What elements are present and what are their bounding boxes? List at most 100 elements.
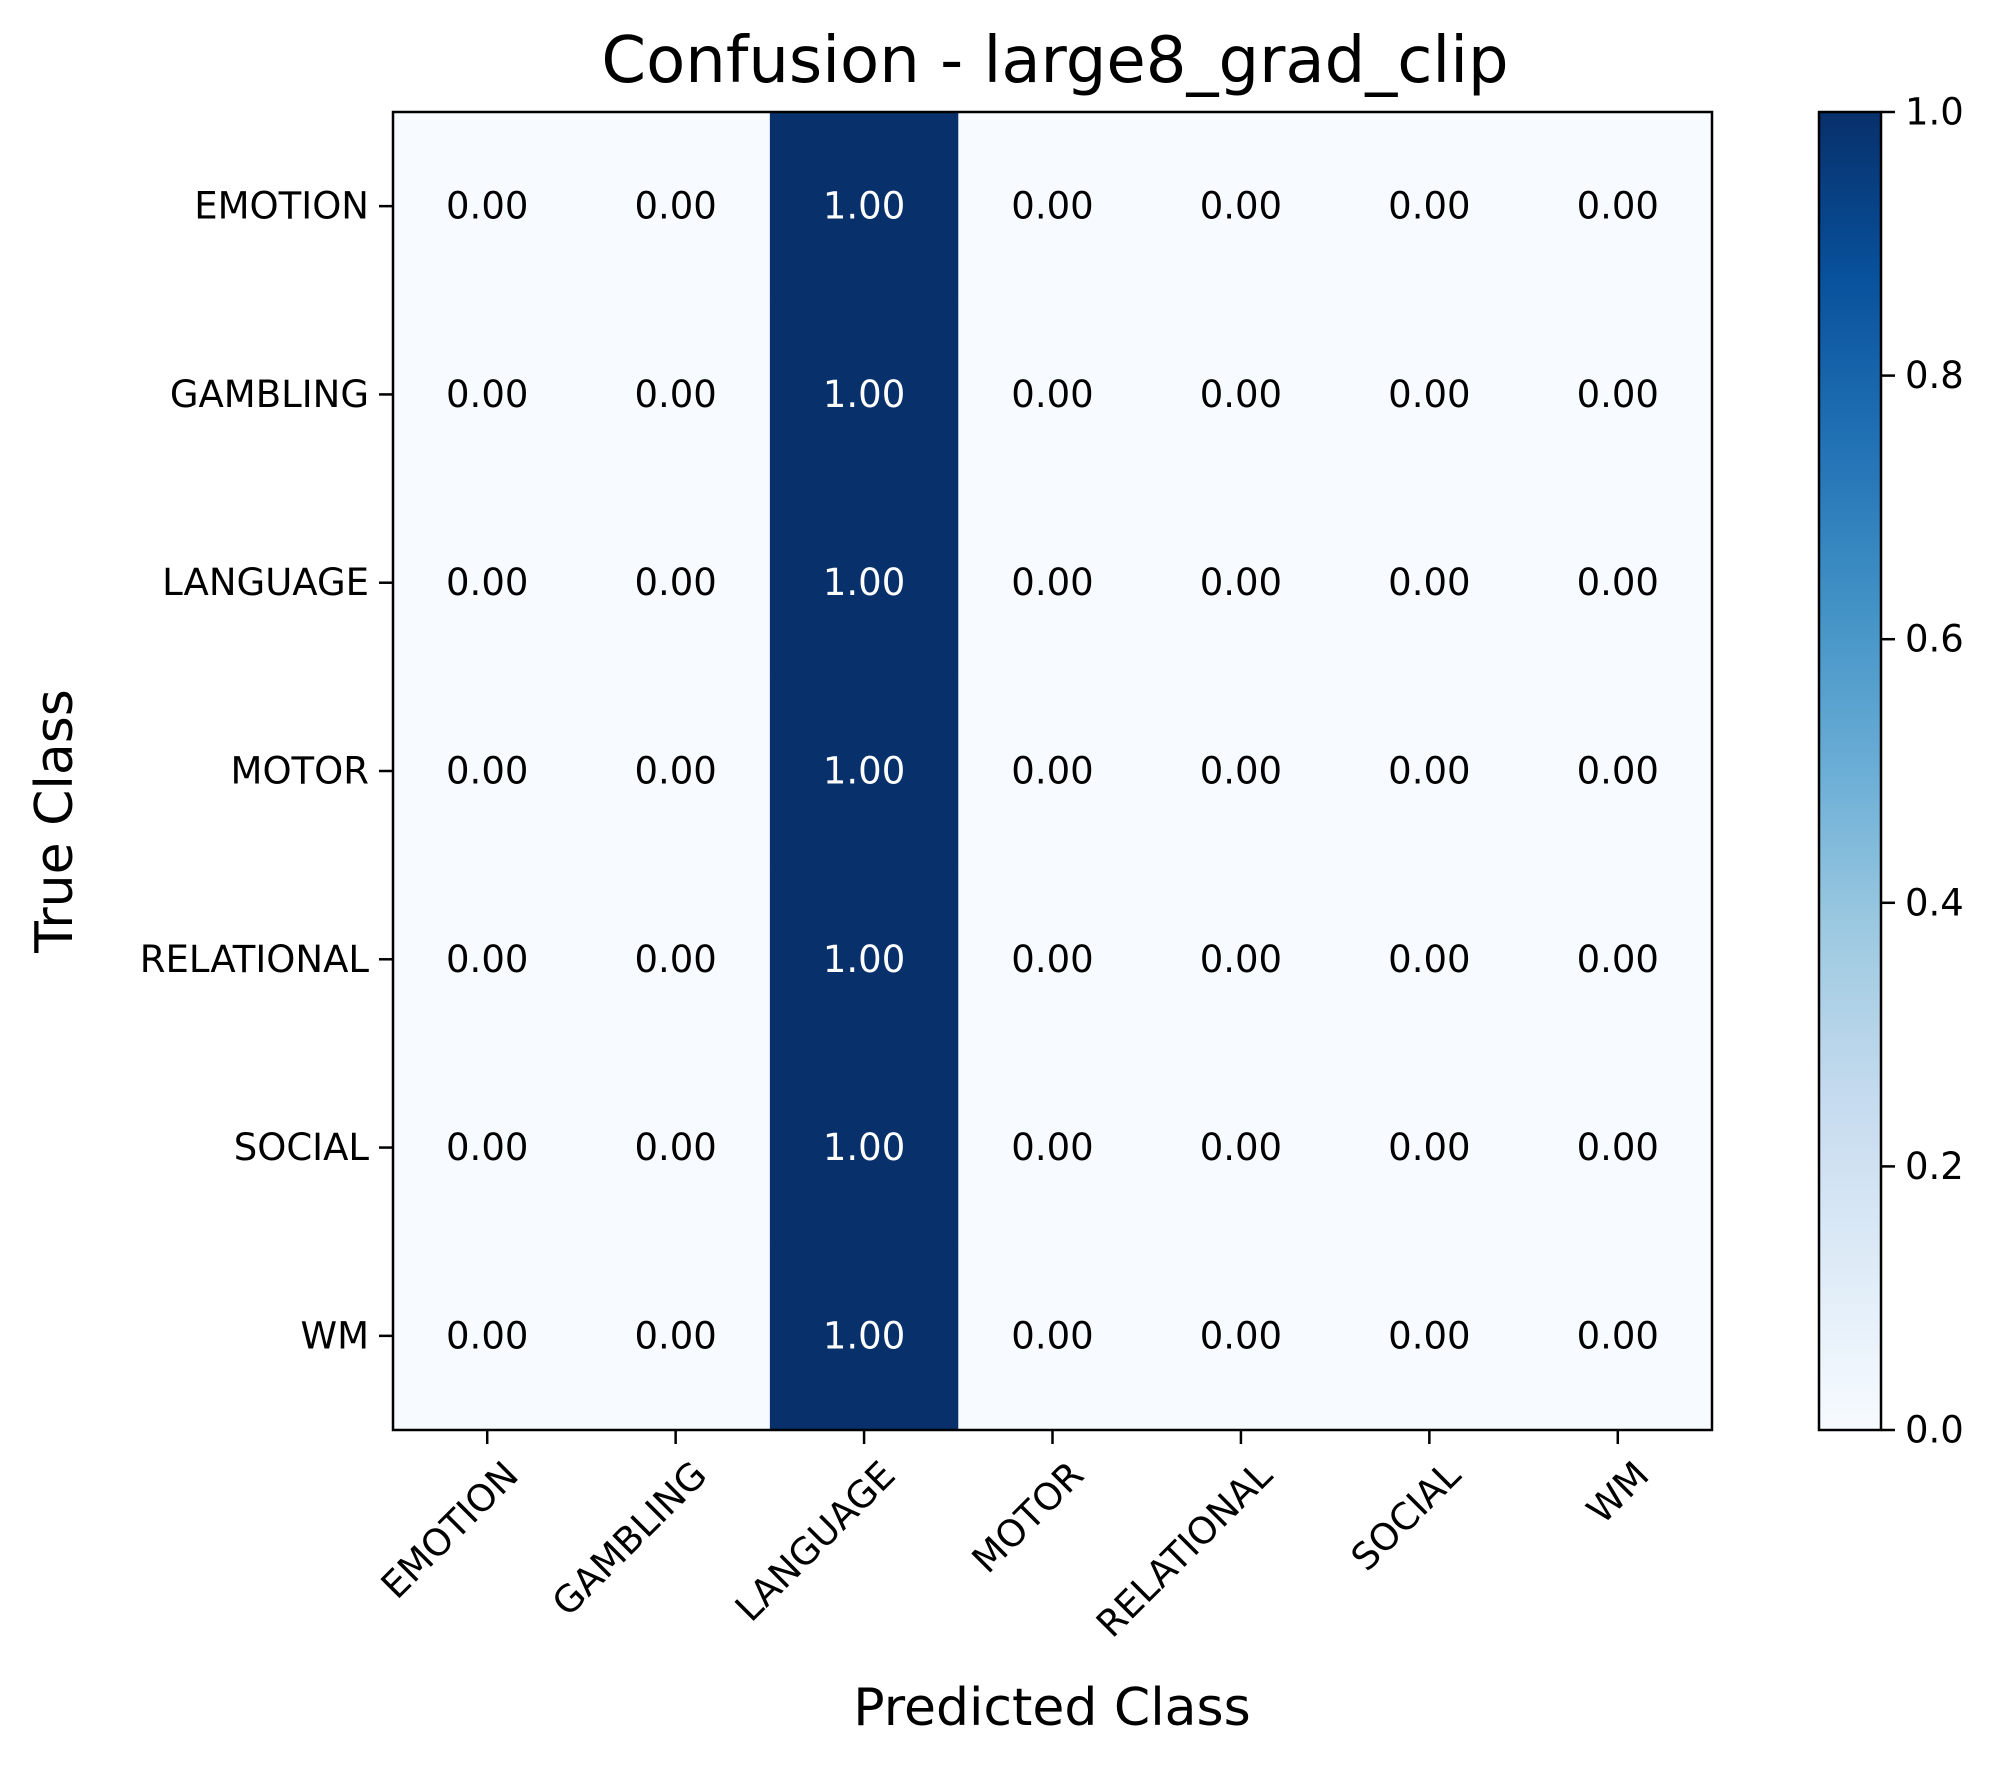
cell-value-label: 0.00 [1200,938,1282,981]
y-tick-label: RELATIONAL [140,938,370,981]
heatmap-cell [1335,676,1525,866]
heatmap-cell [1523,300,1713,490]
heatmap-cell [769,300,959,490]
cell-value-label: 0.00 [634,561,716,604]
heatmap-cell [958,1053,1148,1243]
cell-value-label: 0.00 [1200,1314,1282,1357]
colorbar-tick-label: 0.2 [1905,1145,1964,1188]
heatmap-cell [393,865,583,1055]
cell-value-label: 0.00 [446,561,528,604]
heatmap-cell [769,865,959,1055]
cell-value-label: 0.00 [1577,938,1659,981]
heatmap-cell [958,488,1148,678]
cell-value-label: 0.00 [1577,1314,1659,1357]
y-tick-label: MOTOR [231,750,369,793]
x-tick-label: WM [1579,1453,1658,1532]
x-axis-label: Predicted Class [853,1678,1250,1738]
heatmap-cell [1523,112,1713,301]
cell-value-label: 1.00 [823,750,905,793]
cell-value-label: 0.00 [1011,938,1093,981]
x-tick-label: GAMBLING [544,1453,715,1624]
heatmap-cell [1335,865,1525,1055]
heatmap-cell [1523,865,1713,1055]
cell-value-label: 0.00 [446,750,528,793]
y-tick-label: EMOTION [194,185,369,228]
heatmap-cell [769,1053,959,1243]
colorbar-tick-label: 0.8 [1905,354,1964,397]
cell-value-label: 0.00 [1388,750,1470,793]
heatmap-cell [1523,1053,1713,1243]
colorbar-tick-label: 1.0 [1905,91,1964,134]
cell-value-label: 0.00 [1388,185,1470,228]
heatmap-cell [958,1241,1148,1431]
cell-value-label: 0.00 [1011,373,1093,416]
heatmap-cell [1335,1053,1525,1243]
heatmap-cell [393,676,583,866]
heatmap-cell [769,112,959,301]
colorbar-tick-label: 0.0 [1905,1409,1964,1452]
cell-value-label: 0.00 [1200,185,1282,228]
colorbar-ticks: 0.0 0.2 0.4 0.6 0.8 1.0 [1881,91,1964,1452]
x-tick-label: EMOTION [373,1453,527,1607]
cell-value-label: 0.00 [634,938,716,981]
heatmap-cell [1335,1241,1525,1431]
cell-value-label: 0.00 [1200,561,1282,604]
x-tick-label: RELATIONAL [1088,1453,1281,1646]
cell-value-label: 0.00 [634,1314,716,1357]
heatmap-cell [1335,300,1525,490]
cell-value-label: 1.00 [823,185,905,228]
heatmap-cell [393,112,583,301]
cell-value-label: 0.00 [1577,373,1659,416]
cell-value-label: 0.00 [446,373,528,416]
heatmap-cell [769,488,959,678]
cell-value-label: 0.00 [1577,561,1659,604]
cell-value-label: 0.00 [446,1126,528,1169]
y-tick-label: GAMBLING [170,373,369,416]
heatmap-cell [1335,112,1525,301]
heatmap-cell [958,676,1148,866]
heatmap-cell [1146,1053,1336,1243]
heatmap-cell [1523,1241,1713,1431]
cell-value-label: 0.00 [1011,561,1093,604]
heatmap-cell [1146,300,1336,490]
heatmap-cell [1146,865,1336,1055]
heatmap-cell [769,1241,959,1431]
cell-value-label: 0.00 [634,750,716,793]
cell-value-label: 0.00 [1388,1314,1470,1357]
heatmap-cell [393,1053,583,1243]
y-tick-label: WM [300,1314,369,1357]
cell-value-label: 0.00 [1200,1126,1282,1169]
heatmap-cell [581,676,771,866]
heatmap-cell [958,865,1148,1055]
y-tick-label: LANGUAGE [162,561,369,604]
y-axis-label: True Class [25,689,85,954]
heatmap-cell [1335,488,1525,678]
heatmap-cell [1146,1241,1336,1431]
cell-value-label: 0.00 [1388,1126,1470,1169]
cell-value-label: 1.00 [823,561,905,604]
cell-value-label: 0.00 [1577,1126,1659,1169]
cell-value-label: 0.00 [1011,1314,1093,1357]
x-tick-label: MOTOR [964,1453,1092,1581]
heatmap-cell [1523,676,1713,866]
heatmap-cell [581,1241,771,1431]
heatmap-cells [393,112,1713,1431]
heatmap-cell [958,112,1148,301]
cell-value-label: 1.00 [823,938,905,981]
cell-value-label: 0.00 [1577,185,1659,228]
cell-value-label: 1.00 [823,1126,905,1169]
cell-value-label: 0.00 [446,938,528,981]
heatmap-cell [581,112,771,301]
cell-value-label: 1.00 [823,373,905,416]
x-tick-label: LANGUAGE [727,1453,904,1630]
cell-value-label: 0.00 [634,1126,716,1169]
y-axis-ticks: EMOTION GAMBLING LANGUAGE MOTOR RELATIONAL SO… [140,185,393,1357]
heatmap-cell [1146,112,1336,301]
heatmap-cell [1523,488,1713,678]
cell-value-label: 0.00 [446,185,528,228]
heatmap-cell [393,300,583,490]
cell-value-label: 0.00 [1388,373,1470,416]
heatmap-cell [581,300,771,490]
